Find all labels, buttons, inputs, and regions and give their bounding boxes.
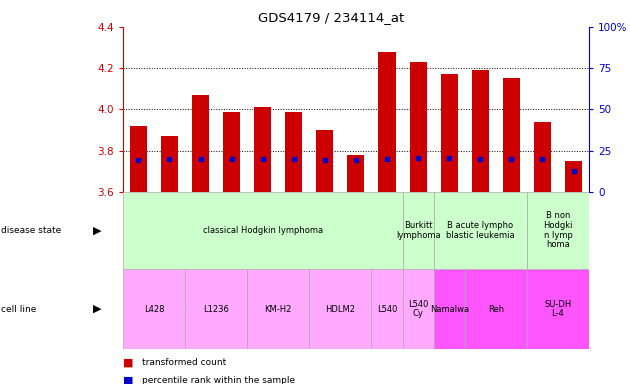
Text: ▶: ▶ [93,225,102,235]
Text: SU-DH
L-4: SU-DH L-4 [544,300,571,318]
Bar [285,111,302,192]
Bar [440,74,458,192]
Bar [223,111,240,192]
Text: ■: ■ [123,358,134,368]
Bar [527,192,589,269]
Text: classical Hodgkin lymphoma: classical Hodgkin lymphoma [203,226,323,235]
Text: ▶: ▶ [93,304,102,314]
Bar [247,269,309,349]
Bar [433,192,527,269]
Text: KM-H2: KM-H2 [265,305,292,314]
Bar [123,192,403,269]
Text: cell line: cell line [1,305,37,314]
Bar [379,52,396,192]
Text: L428: L428 [144,305,164,314]
Bar [309,269,372,349]
Bar [192,95,209,192]
Bar [185,269,247,349]
Text: percentile rank within the sample: percentile rank within the sample [142,376,295,384]
Bar [410,62,427,192]
Bar [254,108,272,192]
Bar [316,130,333,192]
Text: ■: ■ [123,375,134,384]
Bar [130,126,147,192]
Text: L540: L540 [377,305,398,314]
Text: L540
Cy: L540 Cy [408,300,428,318]
Text: Reh: Reh [488,305,504,314]
Bar [403,192,433,269]
Bar [347,155,365,192]
Bar [433,269,465,349]
Bar [403,269,433,349]
Bar [472,70,489,192]
Bar [123,269,185,349]
Bar [565,161,582,192]
Bar [465,269,527,349]
Text: B non
Hodgki
n lymp
homa: B non Hodgki n lymp homa [543,211,573,250]
Bar [161,136,178,192]
Text: L1236: L1236 [203,305,229,314]
Bar [534,122,551,192]
Text: Namalwa: Namalwa [430,305,469,314]
Text: GDS4179 / 234114_at: GDS4179 / 234114_at [258,12,404,25]
Text: B acute lympho
blastic leukemia: B acute lympho blastic leukemia [446,221,515,240]
Bar [503,78,520,192]
Bar [527,269,589,349]
Text: HDLM2: HDLM2 [326,305,355,314]
Text: disease state: disease state [1,226,62,235]
Text: transformed count: transformed count [142,358,226,367]
Text: Burkitt
lymphoma: Burkitt lymphoma [396,221,440,240]
Bar [372,269,403,349]
